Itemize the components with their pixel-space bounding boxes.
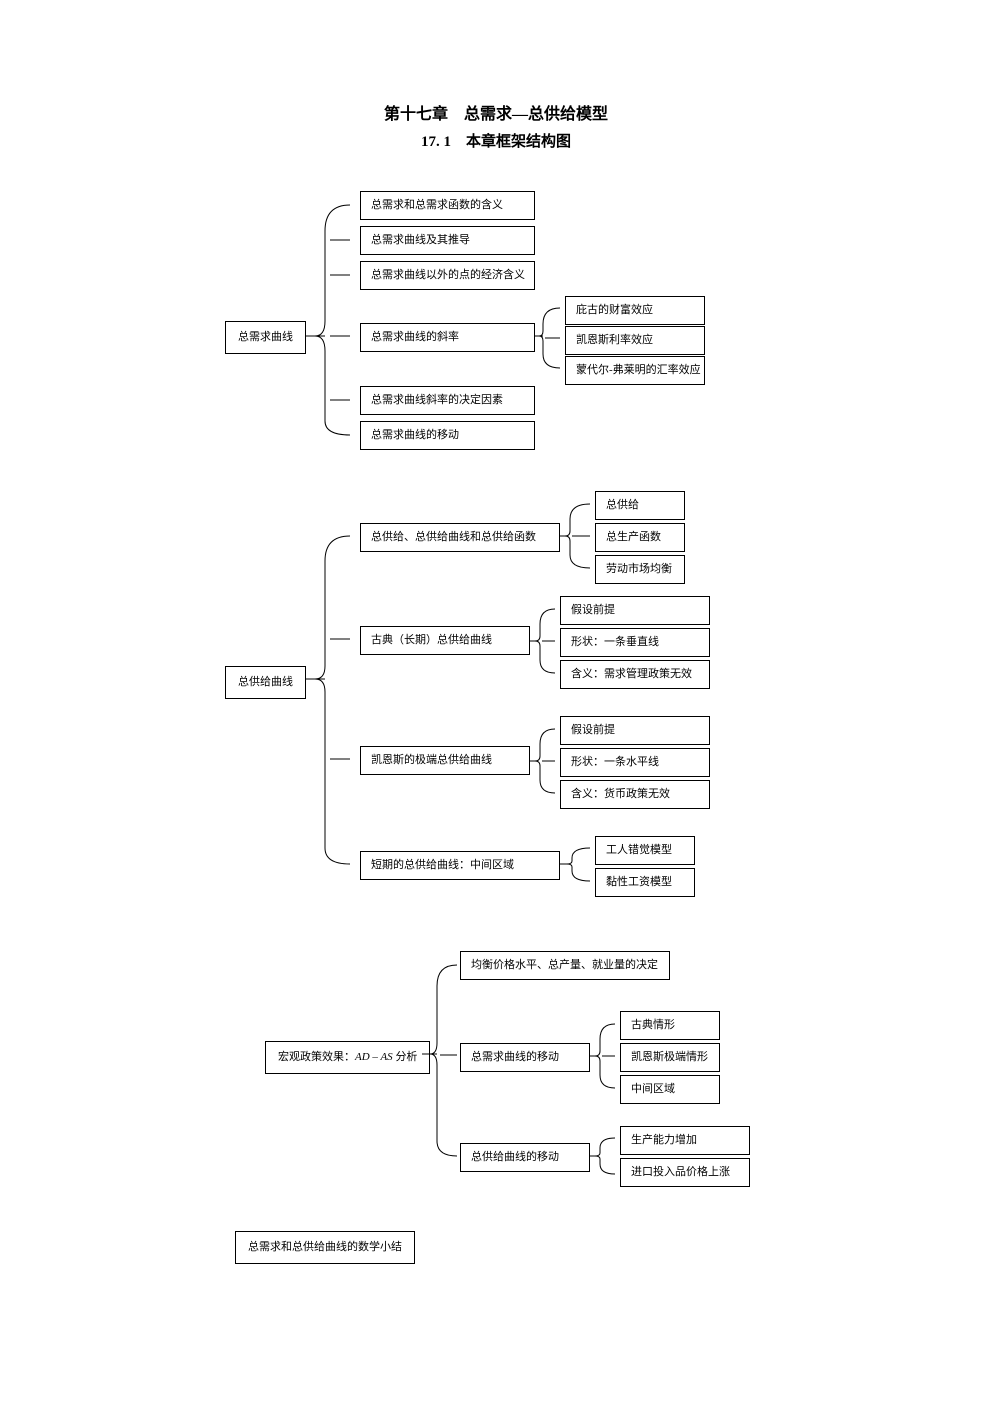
as-child-def: 总供给、总供给曲线和总供给函数	[360, 523, 560, 552]
root-as-curve: 总供给曲线	[225, 666, 306, 699]
ad-slope-keynes: 凯恩斯利率效应	[565, 326, 705, 355]
as-child-classical: 古典（长期）总供给曲线	[360, 626, 530, 655]
root-macro-prefix: 宏观政策效果：	[278, 1051, 355, 1063]
connector-s2-main	[305, 521, 365, 881]
connector-s2-short	[560, 836, 600, 901]
as-short-illusion: 工人错觉模型	[595, 836, 695, 865]
ad-child-shift: 总需求曲线的移动	[360, 421, 535, 450]
root-macro-italic: AD – AS	[355, 1051, 393, 1063]
ad-child-slope-factor: 总需求曲线斜率的决定因素	[360, 386, 535, 415]
root-ad-curve: 总需求曲线	[225, 321, 306, 354]
as-def-labor: 劳动市场均衡	[595, 555, 685, 584]
as-keynes-shape: 形状：一条水平线	[560, 748, 710, 777]
macro-ad-shift: 总需求曲线的移动	[460, 1043, 590, 1072]
ad-slope-mundell: 蒙代尔-弗莱明的汇率效应	[565, 356, 705, 385]
as-classic-shape: 形状：一条垂直线	[560, 628, 710, 657]
as-child-short: 短期的总供给曲线：中间区域	[360, 851, 560, 880]
connector-s2-def	[560, 491, 600, 586]
ad-child-meaning: 总需求和总需求函数的含义	[360, 191, 535, 220]
macro-as-capacity: 生产能力增加	[620, 1126, 750, 1155]
as-keynes-meaning: 含义：货币政策无效	[560, 780, 710, 809]
as-short-sticky: 黏性工资模型	[595, 868, 695, 897]
as-child-keynes: 凯恩斯的极端总供给曲线	[360, 746, 530, 775]
ad-child-derive: 总需求曲线及其推导	[360, 226, 535, 255]
as-classic-premise: 假设前提	[560, 596, 710, 625]
connector-s1-main	[305, 191, 365, 451]
ad-child-outside: 总需求曲线以外的点的经济含义	[360, 261, 535, 290]
structure-diagram: 总需求曲线 总需求和总需求函数的含义 总需求曲线及其推导 总需求曲线以外的点的经…	[60, 191, 932, 1341]
ad-child-slope: 总需求曲线的斜率	[360, 323, 535, 352]
chapter-title: 第十七章 总需求—总供给模型	[60, 100, 932, 124]
macro-as-import: 进口投入品价格上涨	[620, 1158, 750, 1187]
as-def-supply: 总供给	[595, 491, 685, 520]
root-macro-policy: 宏观政策效果：AD – AS 分析	[265, 1041, 430, 1074]
section-title: 17. 1 本章框架结构图	[60, 130, 932, 151]
root-macro-suffix: 分析	[393, 1051, 418, 1063]
as-def-prodfn: 总生产函数	[595, 523, 685, 552]
root-math-summary: 总需求和总供给曲线的数学小结	[235, 1231, 415, 1264]
as-keynes-premise: 假设前提	[560, 716, 710, 745]
macro-ad-mid: 中间区域	[620, 1075, 720, 1104]
as-classic-meaning: 含义：需求管理政策无效	[560, 660, 710, 689]
ad-slope-pigou: 庇古的财富效应	[565, 296, 705, 325]
macro-ad-classic: 古典情形	[620, 1011, 720, 1040]
macro-as-shift: 总供给曲线的移动	[460, 1143, 590, 1172]
macro-equilibrium: 均衡价格水平、总产量、就业量的决定	[460, 951, 670, 980]
macro-ad-keynes: 凯恩斯极端情形	[620, 1043, 720, 1072]
